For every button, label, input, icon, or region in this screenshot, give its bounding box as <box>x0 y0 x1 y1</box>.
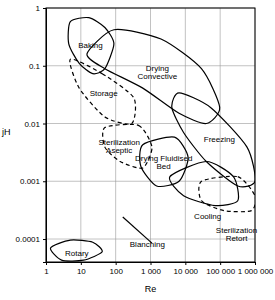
tick-mark <box>151 262 152 265</box>
tick-label: 1 <box>44 267 49 276</box>
tick-mark <box>220 262 221 265</box>
region-label: Drying FluidisedBed <box>135 154 192 171</box>
tick-label: 0.0001 <box>16 235 41 244</box>
tick: 1 000 000 <box>238 262 274 276</box>
tick-label: 10 <box>77 267 86 276</box>
grid-line <box>46 123 255 124</box>
plot-frame <box>46 8 255 262</box>
chart: 1101001 00010 000100 0001 000 0000.00010… <box>0 0 275 300</box>
tick-label: 10 000 <box>174 267 199 276</box>
tick: 0.01 <box>24 120 46 129</box>
region-label: Storage <box>90 89 119 98</box>
grid-line <box>115 8 116 262</box>
tick: 1 <box>44 262 49 276</box>
region-outline <box>87 29 220 123</box>
y-axis: 0.0001 0.001 0.01 0.1 1 <box>16 4 47 262</box>
region-outline <box>169 161 238 205</box>
region-label: Cooling <box>194 212 221 221</box>
tick-label: 100 000 <box>206 267 235 276</box>
tick-mark <box>43 66 46 67</box>
x-axis: 1 10 100 1 000 10 000 100 0001 000 000 <box>44 262 274 276</box>
region-outline <box>70 59 136 124</box>
region-label: Baking <box>78 41 102 50</box>
region-label: SterilizationRetort <box>216 226 257 243</box>
axis-line <box>43 9 47 263</box>
tick: 10 <box>77 262 86 276</box>
tick-mark <box>81 262 82 265</box>
x-axis-title: Re <box>145 284 157 294</box>
tick-mark <box>43 124 46 125</box>
region-labels: Baking DryingConvective Freezing Storage Ste… <box>65 41 257 258</box>
axis-line <box>47 263 256 266</box>
tick-label: 0.1 <box>29 62 41 71</box>
tick-mark <box>43 239 46 240</box>
region-label: Blanching <box>130 240 165 249</box>
region-label: DryingConvective <box>138 64 178 81</box>
tick: 10 000 <box>174 262 199 276</box>
tick: 0.1 <box>29 62 46 71</box>
region-label: Freezing <box>204 135 235 144</box>
tick-mark <box>185 262 186 265</box>
tick-mark <box>116 262 117 265</box>
grid-line <box>150 8 151 262</box>
tick-label: 1 000 000 <box>238 267 274 276</box>
tick: 0.0001 <box>16 235 46 244</box>
grid <box>46 8 255 262</box>
region-label: SterilizationAseptic <box>99 138 140 155</box>
tick-mark <box>43 8 46 9</box>
tick-label: 0.001 <box>20 177 41 186</box>
tick-label: 100 <box>109 267 123 276</box>
tick-label: 1 <box>36 4 41 13</box>
region-outline <box>50 240 102 261</box>
tick-mark <box>43 181 46 182</box>
y-axis-title: jH <box>1 127 11 137</box>
tick: 1 000 <box>141 262 162 276</box>
tick: 100 <box>109 262 123 276</box>
region-outline <box>68 18 114 74</box>
tick-label: 1 000 <box>141 267 162 276</box>
tick-label: 0.01 <box>24 120 40 129</box>
regions <box>50 18 255 262</box>
region-outline <box>199 176 255 211</box>
tick: 0.001 <box>20 177 46 186</box>
tick: 100 000 <box>206 262 235 276</box>
region-label: Rotary <box>65 249 89 258</box>
tick-mark <box>255 262 256 265</box>
tick: 1 <box>36 4 46 13</box>
